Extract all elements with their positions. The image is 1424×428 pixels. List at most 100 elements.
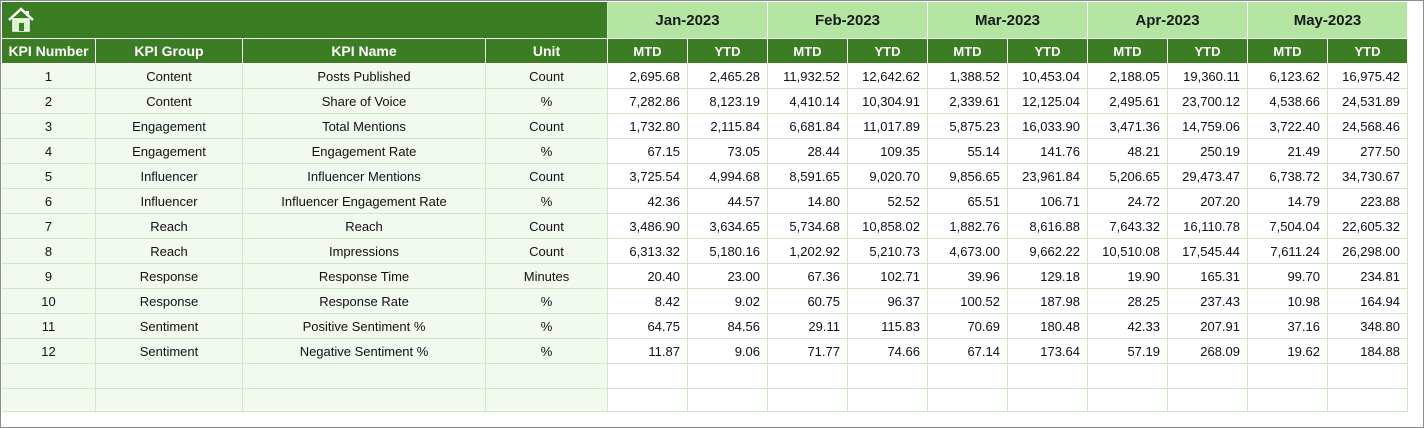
empty-cell [243, 389, 486, 412]
empty-cell [1328, 389, 1408, 412]
value-cell: 64.75 [608, 314, 688, 339]
value-cell: 23,961.84 [1008, 164, 1088, 189]
value-cell: 23,700.12 [1168, 89, 1248, 114]
value-cell: 44.57 [688, 189, 768, 214]
value-cell: 129.18 [1008, 264, 1088, 289]
value-cell: 67.36 [768, 264, 848, 289]
value-cell: 1,388.52 [928, 64, 1008, 89]
value-cell: 5,734.68 [768, 214, 848, 239]
empty-cell [608, 389, 688, 412]
value-cell: 74.66 [848, 339, 928, 364]
value-cell: 7,611.24 [1248, 239, 1328, 264]
value-cell: 4,994.68 [688, 164, 768, 189]
value-cell: 2,495.61 [1088, 89, 1168, 114]
empty-cell [1248, 364, 1328, 389]
kpi-cell: Impressions [243, 239, 486, 264]
kpi-cell: 1 [2, 64, 96, 89]
column-header: Unit [486, 39, 608, 64]
value-cell: 180.48 [1008, 314, 1088, 339]
value-cell: 3,722.40 [1248, 114, 1328, 139]
value-cell: 2,188.05 [1088, 64, 1168, 89]
value-cell: 6,681.84 [768, 114, 848, 139]
kpi-cell: Sentiment [96, 314, 243, 339]
value-cell: 29,473.47 [1168, 164, 1248, 189]
kpi-cell: Response [96, 264, 243, 289]
value-cell: 5,180.16 [688, 239, 768, 264]
empty-cell [486, 364, 608, 389]
value-cell: 67.15 [608, 139, 688, 164]
empty-cell [1248, 389, 1328, 412]
empty-cell [928, 364, 1008, 389]
kpi-cell: 2 [2, 89, 96, 114]
value-cell: 42.36 [608, 189, 688, 214]
empty-cell [1008, 364, 1088, 389]
value-cell: 109.35 [848, 139, 928, 164]
value-cell: 14,759.06 [1168, 114, 1248, 139]
month-header: Jan-2023 [608, 2, 768, 39]
kpi-cell: Influencer Mentions [243, 164, 486, 189]
value-cell: 184.88 [1328, 339, 1408, 364]
sub-header: MTD [608, 39, 688, 64]
kpi-cell: Count [486, 114, 608, 139]
sub-header: YTD [688, 39, 768, 64]
sub-header: MTD [928, 39, 1008, 64]
value-cell: 6,738.72 [1248, 164, 1328, 189]
empty-cell [768, 364, 848, 389]
value-cell: 67.14 [928, 339, 1008, 364]
value-cell: 165.31 [1168, 264, 1248, 289]
empty-cell [608, 364, 688, 389]
value-cell: 7,504.04 [1248, 214, 1328, 239]
kpi-cell: 4 [2, 139, 96, 164]
value-cell: 4,538.66 [1248, 89, 1328, 114]
column-header: KPI Group [96, 39, 243, 64]
value-cell: 12,642.62 [848, 64, 928, 89]
sub-header: YTD [1008, 39, 1088, 64]
kpi-cell: Content [96, 89, 243, 114]
value-cell: 4,673.00 [928, 239, 1008, 264]
kpi-cell: 10 [2, 289, 96, 314]
value-cell: 73.05 [688, 139, 768, 164]
sub-header: YTD [1328, 39, 1408, 64]
column-header: KPI Number [2, 39, 96, 64]
value-cell: 19.90 [1088, 264, 1168, 289]
kpi-cell: Influencer [96, 164, 243, 189]
kpi-cell: Response [96, 289, 243, 314]
empty-cell [1088, 389, 1168, 412]
value-cell: 42.33 [1088, 314, 1168, 339]
home-icon[interactable] [6, 6, 36, 34]
value-cell: 9,662.22 [1008, 239, 1088, 264]
home-bar [2, 2, 608, 39]
value-cell: 187.98 [1008, 289, 1088, 314]
value-cell: 223.88 [1328, 189, 1408, 214]
month-header: May-2023 [1248, 2, 1408, 39]
empty-cell [1088, 364, 1168, 389]
value-cell: 100.52 [928, 289, 1008, 314]
value-cell: 1,882.76 [928, 214, 1008, 239]
value-cell: 24,531.89 [1328, 89, 1408, 114]
value-cell: 99.70 [1248, 264, 1328, 289]
value-cell: 34,730.67 [1328, 164, 1408, 189]
value-cell: 11.87 [608, 339, 688, 364]
value-cell: 65.51 [928, 189, 1008, 214]
month-header: Apr-2023 [1088, 2, 1248, 39]
value-cell: 3,725.54 [608, 164, 688, 189]
kpi-cell: % [486, 314, 608, 339]
value-cell: 10,453.04 [1008, 64, 1088, 89]
kpi-cell: Response Rate [243, 289, 486, 314]
kpi-cell: Minutes [486, 264, 608, 289]
value-cell: 6,313.32 [608, 239, 688, 264]
kpi-cell: Reach [96, 214, 243, 239]
kpi-cell: 7 [2, 214, 96, 239]
value-cell: 9.06 [688, 339, 768, 364]
value-cell: 10,858.02 [848, 214, 928, 239]
value-cell: 28.44 [768, 139, 848, 164]
value-cell: 16,033.90 [1008, 114, 1088, 139]
value-cell: 22,605.32 [1328, 214, 1408, 239]
kpi-cell: Influencer [96, 189, 243, 214]
empty-cell [2, 364, 96, 389]
kpi-cell: Positive Sentiment % [243, 314, 486, 339]
value-cell: 5,210.73 [848, 239, 928, 264]
value-cell: 277.50 [1328, 139, 1408, 164]
kpi-cell: Count [486, 164, 608, 189]
value-cell: 39.96 [928, 264, 1008, 289]
